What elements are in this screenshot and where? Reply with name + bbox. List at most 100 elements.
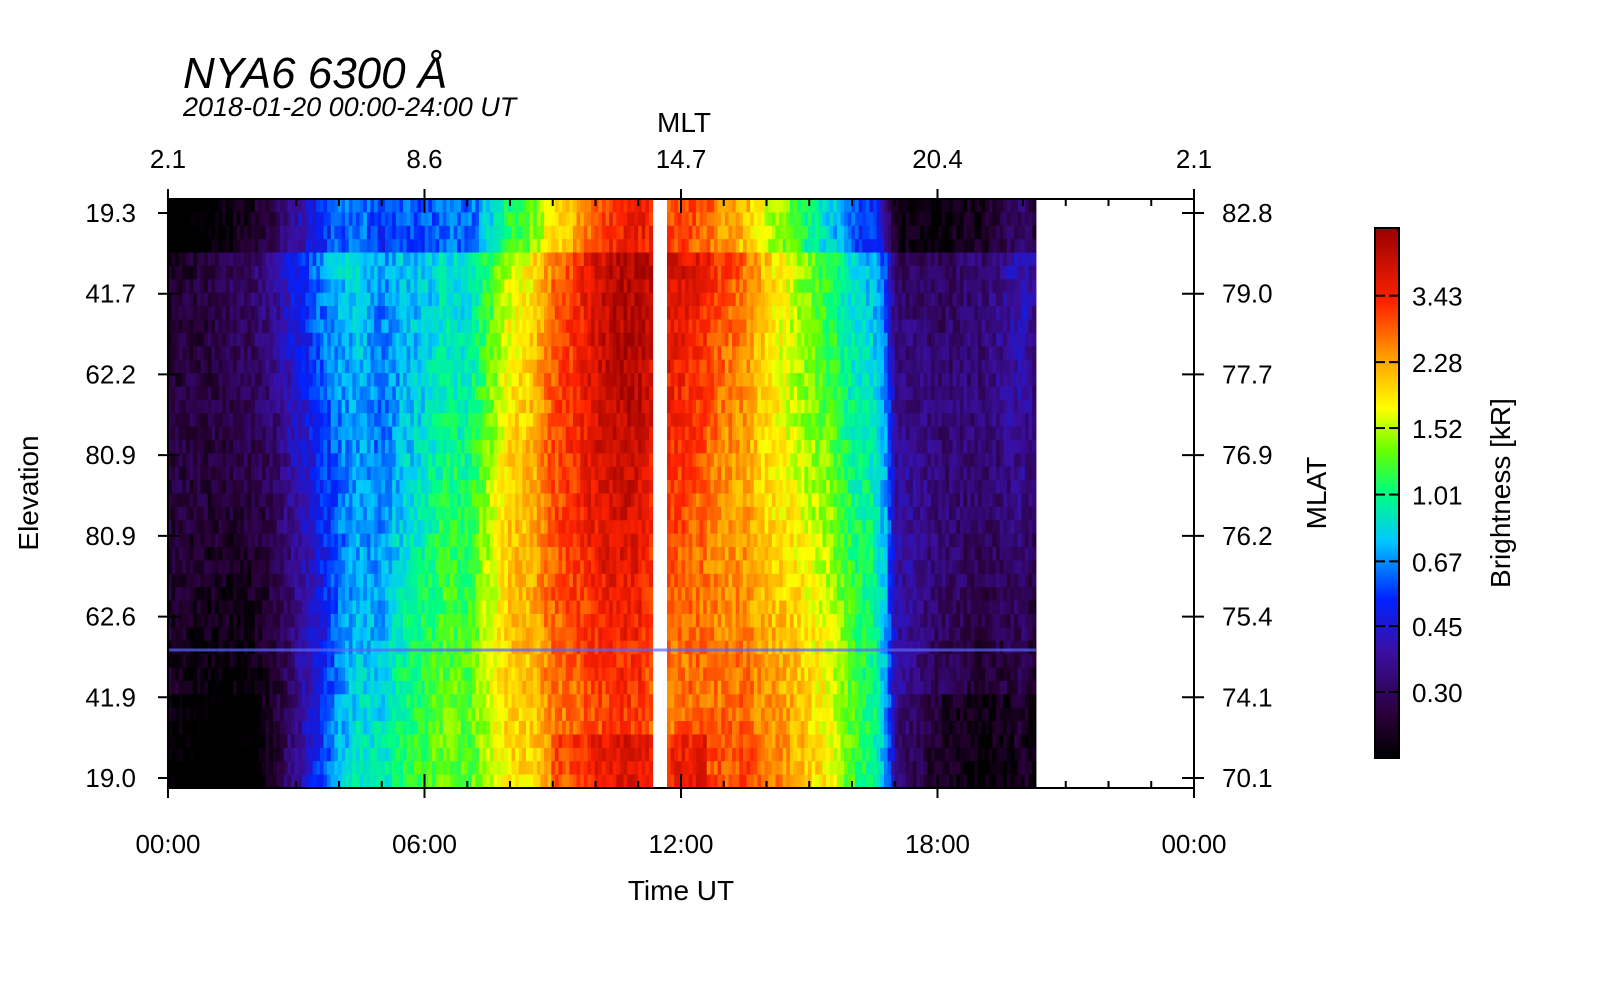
keogram-cell bbox=[399, 319, 404, 334]
keogram-cell bbox=[178, 439, 184, 454]
keogram-cell bbox=[522, 547, 527, 562]
keogram-cell bbox=[265, 413, 270, 428]
keogram-cell bbox=[276, 212, 281, 227]
keogram-cell bbox=[363, 319, 368, 334]
keogram-cell bbox=[435, 212, 440, 227]
keogram-cell bbox=[395, 520, 401, 535]
keogram-cell bbox=[381, 199, 386, 213]
keogram-cell bbox=[341, 453, 346, 468]
keogram-cell bbox=[403, 480, 408, 495]
keogram-cell bbox=[218, 547, 223, 562]
keogram-cell bbox=[572, 667, 578, 682]
keogram-cell bbox=[330, 761, 335, 776]
keogram-cell bbox=[468, 707, 473, 722]
keogram-cell bbox=[348, 373, 354, 388]
keogram-cell bbox=[431, 225, 437, 240]
keogram-cell bbox=[525, 265, 531, 280]
keogram-cell bbox=[428, 640, 433, 655]
keogram-cell bbox=[377, 265, 382, 280]
keogram-cell bbox=[276, 707, 281, 722]
keogram-cell bbox=[305, 386, 310, 401]
keogram-cell bbox=[518, 346, 523, 361]
keogram-cell bbox=[511, 359, 516, 374]
keogram-cell bbox=[431, 373, 437, 388]
keogram-cell bbox=[388, 627, 393, 642]
keogram-cell bbox=[298, 560, 303, 575]
keogram-cell bbox=[413, 573, 419, 588]
keogram-cell bbox=[341, 506, 346, 521]
keogram-cell bbox=[515, 520, 520, 535]
keogram-cell bbox=[504, 359, 509, 374]
keogram-cell bbox=[359, 694, 364, 709]
keogram-cell bbox=[287, 694, 292, 709]
keogram-cell bbox=[222, 199, 227, 213]
keogram-cell bbox=[193, 761, 198, 776]
keogram-cell bbox=[309, 761, 314, 776]
keogram-cell bbox=[262, 480, 267, 495]
keogram-cell bbox=[283, 654, 288, 669]
keogram-cell bbox=[562, 667, 567, 682]
keogram-cell bbox=[439, 239, 444, 254]
keogram-cell bbox=[381, 332, 386, 347]
keogram-cell bbox=[424, 506, 429, 521]
keogram-cell bbox=[388, 640, 393, 655]
keogram-cell bbox=[251, 533, 256, 548]
keogram-cell bbox=[428, 600, 433, 615]
keogram-cell bbox=[247, 761, 252, 776]
keogram-cell bbox=[406, 721, 411, 736]
keogram-cell bbox=[500, 466, 505, 481]
keogram-cell bbox=[316, 212, 321, 227]
keogram-cell bbox=[175, 506, 180, 521]
keogram-cell bbox=[200, 332, 205, 347]
keogram-cell bbox=[554, 600, 560, 615]
keogram-cell bbox=[493, 239, 498, 254]
keogram-cell bbox=[247, 587, 252, 602]
keogram-cell bbox=[298, 279, 303, 294]
keogram-cell bbox=[272, 225, 278, 240]
keogram-cell bbox=[178, 573, 184, 588]
keogram-cell bbox=[359, 667, 364, 682]
keogram-cell bbox=[507, 654, 513, 669]
keogram-cell bbox=[171, 399, 176, 414]
keogram-cell bbox=[276, 493, 281, 508]
keogram-cell bbox=[399, 413, 404, 428]
keogram-cell bbox=[283, 252, 288, 267]
keogram-cell bbox=[435, 453, 440, 468]
keogram-cell bbox=[482, 774, 487, 789]
keogram-cell bbox=[464, 506, 469, 521]
keogram-cell bbox=[450, 734, 455, 749]
keogram-cell bbox=[272, 654, 278, 669]
keogram-cell bbox=[233, 627, 238, 642]
keogram-cell bbox=[395, 721, 401, 736]
keogram-cell bbox=[392, 560, 397, 575]
keogram-cell bbox=[247, 613, 252, 628]
keogram-cell bbox=[395, 493, 401, 508]
keogram-cell bbox=[272, 426, 278, 441]
keogram-cell bbox=[464, 640, 469, 655]
keogram-cell bbox=[182, 265, 187, 280]
keogram-cell bbox=[460, 319, 466, 334]
keogram-cell bbox=[370, 654, 375, 669]
keogram-cell bbox=[175, 707, 180, 722]
keogram-cell bbox=[283, 747, 288, 762]
keogram-cell bbox=[460, 694, 466, 709]
keogram-cell bbox=[446, 680, 451, 695]
keogram-cell bbox=[551, 694, 556, 709]
keogram-cell bbox=[211, 560, 216, 575]
keogram-cell bbox=[453, 547, 458, 562]
keogram-cell bbox=[276, 667, 281, 682]
keogram-cell bbox=[352, 292, 357, 307]
keogram-cell bbox=[352, 439, 357, 454]
keogram-cell bbox=[247, 466, 252, 481]
keogram-cell bbox=[182, 493, 187, 508]
keogram-cell bbox=[211, 239, 216, 254]
keogram-cell bbox=[569, 373, 574, 388]
keogram-cell bbox=[298, 707, 303, 722]
keogram-cell bbox=[196, 399, 202, 414]
keogram-cell bbox=[562, 306, 567, 321]
keogram-cell bbox=[497, 386, 502, 401]
keogram-cell bbox=[186, 747, 191, 762]
keogram-cell bbox=[489, 212, 495, 227]
keogram-cell bbox=[290, 413, 296, 428]
keogram-cell bbox=[247, 774, 252, 789]
